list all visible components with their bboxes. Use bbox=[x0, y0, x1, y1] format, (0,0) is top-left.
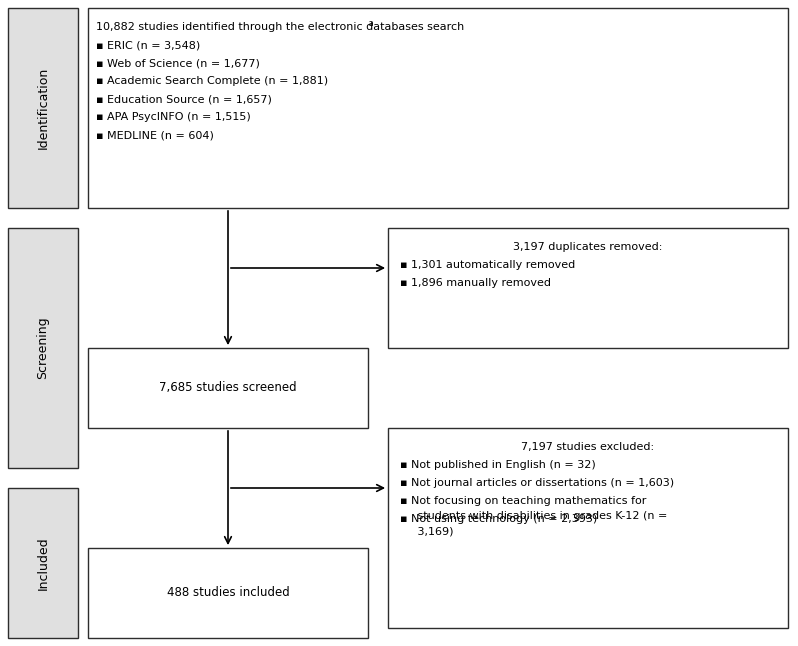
Text: Identification: Identification bbox=[37, 67, 49, 149]
Bar bbox=[388, 228, 788, 348]
Bar bbox=[88, 348, 368, 428]
Bar bbox=[388, 428, 788, 628]
Text: 3,169): 3,169) bbox=[400, 526, 453, 537]
Text: ▪ Not focusing on teaching mathematics for: ▪ Not focusing on teaching mathematics f… bbox=[400, 496, 646, 506]
Text: ▪ ERIC (n = 3,548): ▪ ERIC (n = 3,548) bbox=[96, 40, 200, 50]
Text: Included: Included bbox=[37, 536, 49, 590]
Bar bbox=[88, 8, 788, 208]
Text: ▪ Not journal articles or dissertations (n = 1,603): ▪ Not journal articles or dissertations … bbox=[400, 478, 674, 488]
Text: a: a bbox=[366, 19, 374, 28]
Text: ▪ 1,301 automatically removed: ▪ 1,301 automatically removed bbox=[400, 260, 575, 270]
Text: ▪ APA PsycINFO (n = 1,515): ▪ APA PsycINFO (n = 1,515) bbox=[96, 112, 251, 122]
Bar bbox=[8, 488, 78, 638]
Text: ▪ MEDLINE (n = 604): ▪ MEDLINE (n = 604) bbox=[96, 130, 214, 140]
Text: ▪ Not published in English (n = 32): ▪ Not published in English (n = 32) bbox=[400, 460, 596, 470]
Text: ▪ 1,896 manually removed: ▪ 1,896 manually removed bbox=[400, 278, 551, 288]
Text: 3,197 duplicates removed:: 3,197 duplicates removed: bbox=[513, 242, 662, 252]
Bar bbox=[8, 8, 78, 208]
Text: 10,882 studies identified through the electronic databases search: 10,882 studies identified through the el… bbox=[96, 22, 464, 32]
Text: 488 studies included: 488 studies included bbox=[167, 587, 290, 599]
Bar bbox=[88, 548, 368, 638]
Text: Screening: Screening bbox=[37, 317, 49, 379]
Bar bbox=[8, 228, 78, 468]
Text: students with disabilities in grades K-12 (n =: students with disabilities in grades K-1… bbox=[400, 511, 667, 521]
Text: ▪ Education Source (n = 1,657): ▪ Education Source (n = 1,657) bbox=[96, 94, 272, 104]
Text: ▪ Academic Search Complete (n = 1,881): ▪ Academic Search Complete (n = 1,881) bbox=[96, 76, 328, 86]
Text: ▪ Not using technology (n = 2,393): ▪ Not using technology (n = 2,393) bbox=[400, 514, 597, 524]
Text: 7,685 studies screened: 7,685 studies screened bbox=[159, 382, 297, 395]
Text: ▪ Web of Science (n = 1,677): ▪ Web of Science (n = 1,677) bbox=[96, 58, 260, 68]
Text: 7,197 studies excluded:: 7,197 studies excluded: bbox=[521, 442, 654, 452]
